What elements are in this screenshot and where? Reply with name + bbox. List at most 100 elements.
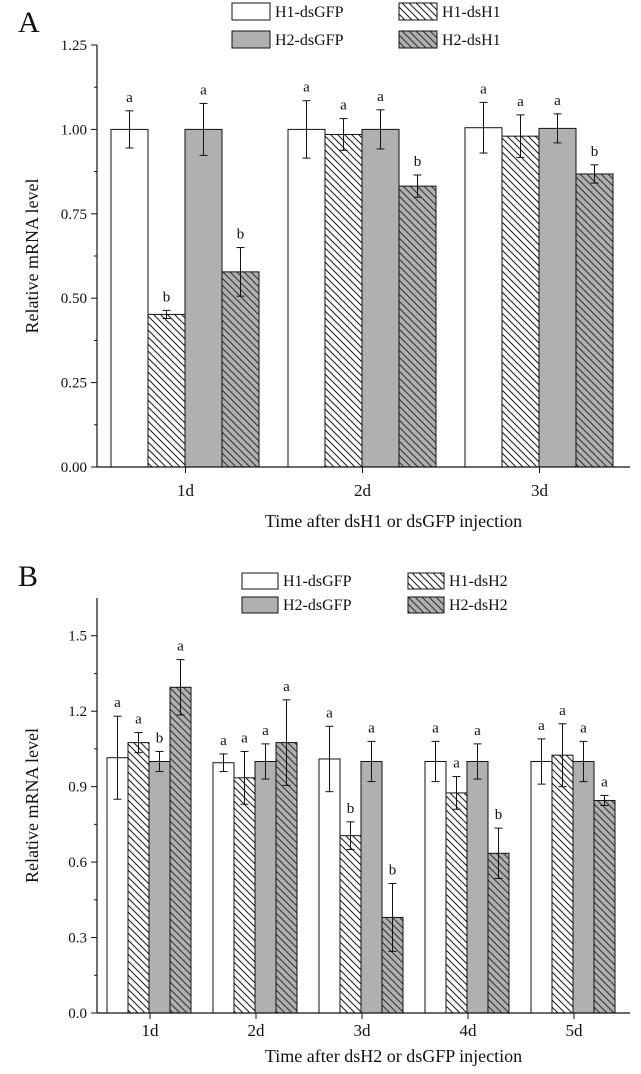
y-tick-label: 0.0 — [68, 1006, 87, 1022]
bar — [110, 128, 149, 468]
significance-label: a — [538, 718, 545, 734]
significance-label: a — [517, 94, 524, 110]
significance-label: b — [389, 862, 397, 878]
legend-label: H1-dsH1 — [442, 4, 501, 21]
bar — [464, 127, 503, 468]
legend-label: H2-dsH2 — [449, 597, 508, 614]
significance-label: b — [347, 801, 355, 817]
legend-swatch — [231, 2, 271, 21]
bar — [424, 760, 447, 1014]
panel-label: B — [18, 560, 38, 593]
x-tick-label: 2d — [248, 1021, 266, 1040]
bar — [233, 777, 256, 1014]
significance-label: a — [559, 703, 566, 719]
legend-swatch — [407, 572, 445, 590]
bar — [127, 742, 150, 1014]
bar — [466, 760, 489, 1014]
panel-label: A — [18, 6, 40, 39]
significance-label: a — [135, 712, 142, 728]
significance-label: a — [474, 723, 481, 739]
y-tick-label: 0.50 — [61, 291, 87, 307]
significance-label: a — [480, 81, 487, 97]
y-tick-label: 1.2 — [68, 704, 87, 720]
significance-label: a — [580, 720, 587, 736]
bar — [501, 135, 540, 468]
bar — [339, 835, 362, 1014]
legend-swatch — [407, 596, 445, 614]
legend-label: H2-dsGFP — [283, 597, 352, 614]
y-tick-label: 0.9 — [68, 780, 87, 796]
significance-label: a — [241, 730, 248, 746]
significance-label: a — [283, 679, 290, 695]
bar — [572, 760, 595, 1014]
bar — [221, 271, 260, 468]
x-axis-label: Time after dsH1 or dsGFP injection — [265, 511, 522, 531]
legend-swatch — [398, 2, 438, 21]
bar — [318, 758, 341, 1014]
bar — [184, 128, 223, 468]
significance-label: b — [237, 227, 245, 243]
panel-a: A 0.00 0.25 0.50 0.75 1.00 1.25 a b a b 1d a a a b 2d a a a… — [18, 2, 630, 531]
significance-label: b — [156, 730, 164, 746]
legend-label: H1-dsGFP — [275, 4, 344, 21]
significance-label: a — [326, 705, 333, 721]
y-axis-label: Relative mRNA level — [22, 728, 42, 883]
legend-swatch — [231, 30, 271, 49]
significance-label: a — [432, 720, 439, 736]
bar — [575, 173, 614, 468]
legend-label: H2-dsH1 — [442, 32, 501, 49]
significance-label: b — [591, 144, 599, 160]
bar — [254, 760, 277, 1014]
legend-label: H1-dsH2 — [449, 573, 508, 590]
y-axis-label: Relative mRNA level — [22, 179, 42, 334]
bar — [324, 133, 363, 468]
significance-label: a — [377, 89, 384, 105]
x-tick-label: 1d — [142, 1021, 160, 1040]
bar — [147, 313, 186, 468]
significance-label: a — [303, 80, 310, 96]
significance-label: a — [368, 720, 375, 736]
legend-swatch — [398, 30, 438, 49]
legend-swatch — [241, 596, 279, 614]
x-tick-label: 1d — [177, 481, 195, 500]
bar — [551, 754, 574, 1014]
significance-label: a — [340, 98, 347, 114]
significance-label: a — [200, 82, 207, 98]
y-tick-label: 1.00 — [61, 122, 87, 138]
significance-label: a — [220, 733, 227, 749]
y-tick-label: 0.6 — [68, 855, 87, 871]
x-tick-label: 5d — [566, 1021, 584, 1040]
significance-label: a — [601, 774, 608, 790]
significance-label: b — [414, 154, 422, 170]
significance-label: a — [126, 90, 133, 106]
bar — [398, 185, 437, 468]
significance-label: a — [114, 695, 121, 711]
bar — [360, 760, 383, 1014]
bar — [287, 128, 326, 468]
bar — [212, 762, 235, 1014]
x-tick-label: 4d — [460, 1021, 478, 1040]
x-tick-label: 2d — [354, 481, 372, 500]
y-tick-label: 0.75 — [61, 207, 87, 223]
bar — [445, 792, 468, 1014]
bar — [538, 127, 577, 468]
x-axis-label: Time after dsH2 or dsGFP injection — [265, 1046, 522, 1066]
legend-swatch — [241, 572, 279, 590]
legend-label: H2-dsGFP — [275, 32, 344, 49]
y-tick-label: 0.25 — [61, 376, 87, 392]
y-tick-label: 1.5 — [68, 629, 87, 645]
significance-label: a — [177, 639, 184, 655]
legend-label: H1-dsGFP — [283, 573, 352, 590]
bar — [148, 760, 171, 1014]
bar — [593, 799, 616, 1014]
x-tick-label: 3d — [531, 481, 549, 500]
significance-label: b — [495, 807, 503, 823]
significance-label: a — [262, 723, 269, 739]
x-tick-label: 3d — [354, 1021, 372, 1040]
bar — [530, 760, 553, 1014]
y-tick-label: 0.00 — [61, 460, 87, 476]
significance-label: b — [163, 289, 171, 305]
y-tick-label: 0.3 — [68, 931, 87, 947]
